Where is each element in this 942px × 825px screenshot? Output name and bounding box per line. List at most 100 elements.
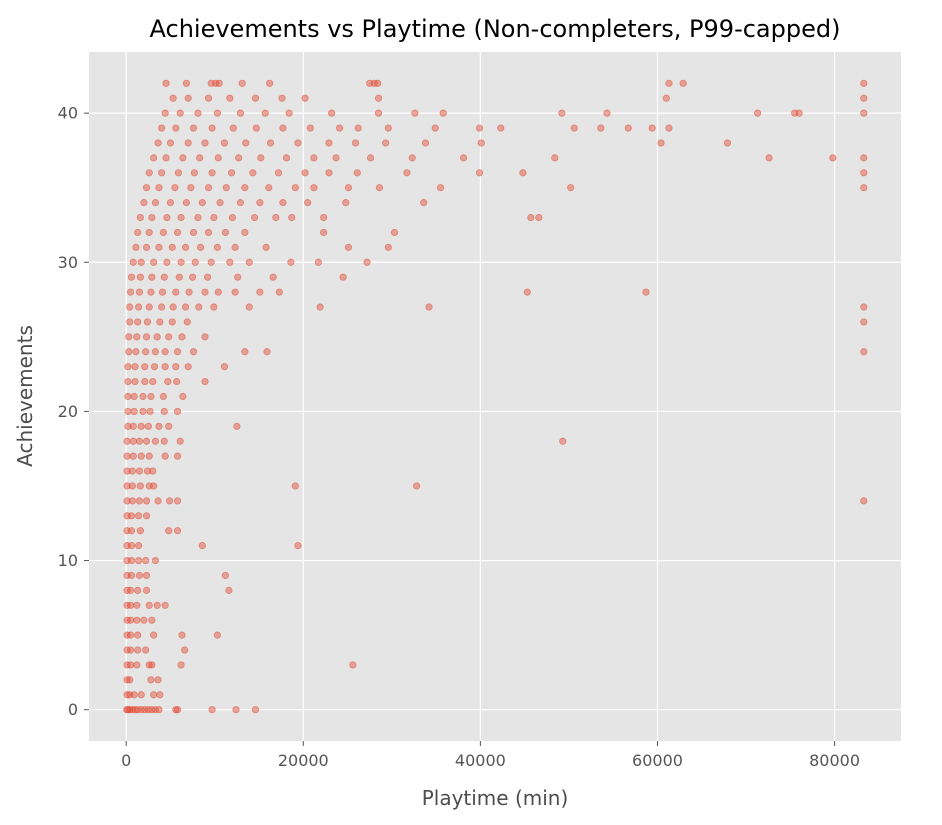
data-point [436,184,445,192]
data-point [148,273,156,281]
data-point [158,169,166,177]
data-point [135,288,144,296]
data-point [363,258,371,266]
data-point [342,199,350,207]
data-point [241,348,249,356]
data-point [795,109,803,117]
data-point [310,184,318,192]
data-point [151,199,160,207]
data-point [158,303,166,311]
data-point [178,631,186,639]
data-point [169,303,177,311]
data-point [228,213,237,222]
data-point [274,169,283,177]
data-point [136,527,144,535]
data-point [860,184,868,192]
data-point [287,258,295,266]
data-point [177,213,185,222]
data-point [374,109,383,117]
data-point [213,631,221,639]
data-point [475,169,484,177]
data-point [221,228,229,237]
chart-title: Achievements vs Playtime (Non-completers… [150,15,841,43]
data-point [753,109,762,117]
data-point [172,288,180,296]
data-point [171,184,179,192]
data-point [182,199,191,207]
data-point [278,94,286,102]
data-point [127,646,135,654]
data-point [128,706,136,714]
data-point [147,676,155,684]
data-point [204,228,213,237]
data-point [129,452,137,460]
data-point [137,258,145,266]
data-point [179,154,187,162]
data-point [177,661,185,669]
data-point [142,437,151,445]
data-point [124,377,132,386]
data-point [198,542,206,550]
data-point [184,363,192,371]
data-point [648,124,656,132]
data-point [127,512,136,520]
data-point [196,154,204,162]
data-point [860,79,868,87]
data-point [123,437,131,445]
data-point [137,452,145,460]
data-point [173,497,182,505]
data-point [191,258,199,266]
data-point [134,556,143,565]
data-point [127,631,135,639]
x-tick-label: 20000 [278,751,329,770]
data-point [214,154,222,162]
data-point [153,601,161,609]
data-point [159,228,167,237]
data-point [148,616,156,624]
data-point [129,437,137,445]
x-tick-label: 80000 [809,751,860,770]
data-point [535,213,543,222]
data-point [320,213,328,222]
y-tick-label: 30 [58,253,78,272]
data-point [139,407,147,416]
data-point [136,273,144,281]
data-point [250,213,259,222]
data-point [173,407,182,416]
data-point [860,169,868,177]
data-point [149,377,157,386]
data-point [173,527,182,535]
data-point [142,243,151,251]
data-point [136,482,144,490]
data-point [225,586,233,594]
data-point [161,601,169,609]
x-tick-label: 0 [121,751,131,770]
data-point [123,467,131,475]
data-point [241,228,249,237]
data-point [306,124,314,132]
data-point [184,94,192,102]
data-point [301,94,309,102]
data-point [168,243,176,251]
data-point [145,452,153,460]
data-point [420,199,428,207]
data-point [124,407,132,416]
data-point [335,124,344,132]
data-point [201,333,209,341]
data-point [175,273,183,281]
data-point [241,184,249,192]
data-point [127,661,135,669]
data-point [166,139,175,147]
data-point [245,258,253,266]
data-point [860,303,868,311]
data-point [142,512,151,520]
data-point [165,527,173,535]
data-point [135,467,144,475]
data-point [208,706,216,714]
data-point [126,706,134,714]
data-point [222,184,230,192]
data-point [194,109,202,117]
data-point [231,288,239,296]
y-tick-label: 40 [58,104,78,123]
data-point [161,452,169,460]
